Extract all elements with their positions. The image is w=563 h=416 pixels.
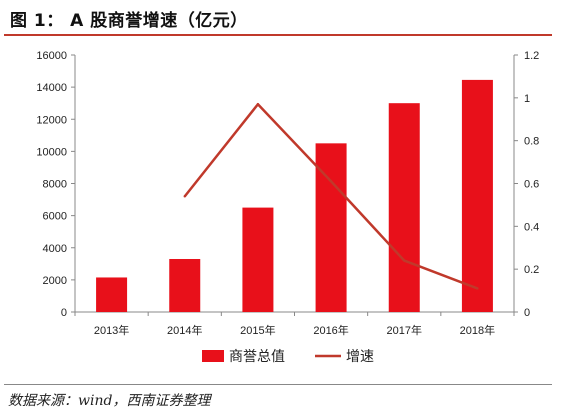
right-tick-label: 0 xyxy=(524,307,530,319)
right-tick-label: 0.6 xyxy=(524,179,539,191)
x-tick-label: 2013年 xyxy=(94,323,129,337)
left-tick-label: 12000 xyxy=(36,114,67,126)
left-tick-label: 4000 xyxy=(43,243,67,255)
chart-title: 图 1： A 股商誉增速（亿元） xyxy=(10,11,248,31)
bar xyxy=(96,277,128,312)
bar xyxy=(242,207,274,312)
x-tick-label: 2017年 xyxy=(387,323,422,337)
bar xyxy=(388,103,420,312)
legend-bar-label: 商誉总值 xyxy=(229,349,285,365)
x-tick-label: 2016年 xyxy=(313,323,348,337)
legend-bar-swatch xyxy=(202,350,224,362)
growth-point xyxy=(403,259,406,262)
source-divider xyxy=(4,384,552,385)
right-tick-label: 0.8 xyxy=(524,136,539,148)
growth-point xyxy=(183,195,186,198)
legend-line-label: 增速 xyxy=(346,349,374,365)
left-tick-label: 2000 xyxy=(43,275,67,287)
growth-point xyxy=(329,180,333,183)
source-note: 数据来源：wind，西南证券整理 xyxy=(8,393,211,409)
title-divider xyxy=(4,34,552,36)
left-tick-label: 16000 xyxy=(36,50,67,62)
left-tick-label: 10000 xyxy=(36,146,67,158)
right-tick-label: 0.2 xyxy=(524,264,539,276)
growth-point xyxy=(256,103,260,106)
x-tick-label: 2015年 xyxy=(240,323,275,337)
right-tick-label: 0.4 xyxy=(524,221,539,233)
right-tick-label: 1.2 xyxy=(524,50,539,62)
x-tick-label: 2018年 xyxy=(460,323,495,337)
growth-point xyxy=(476,287,479,290)
right-tick-label: 1 xyxy=(524,93,530,105)
left-tick-label: 6000 xyxy=(43,211,67,223)
left-tick-label: 14000 xyxy=(36,82,67,94)
left-tick-label: 8000 xyxy=(43,179,67,191)
bar xyxy=(169,258,201,312)
left-tick-label: 0 xyxy=(61,307,67,319)
x-tick-label: 2014年 xyxy=(167,323,202,337)
bar xyxy=(461,79,493,312)
